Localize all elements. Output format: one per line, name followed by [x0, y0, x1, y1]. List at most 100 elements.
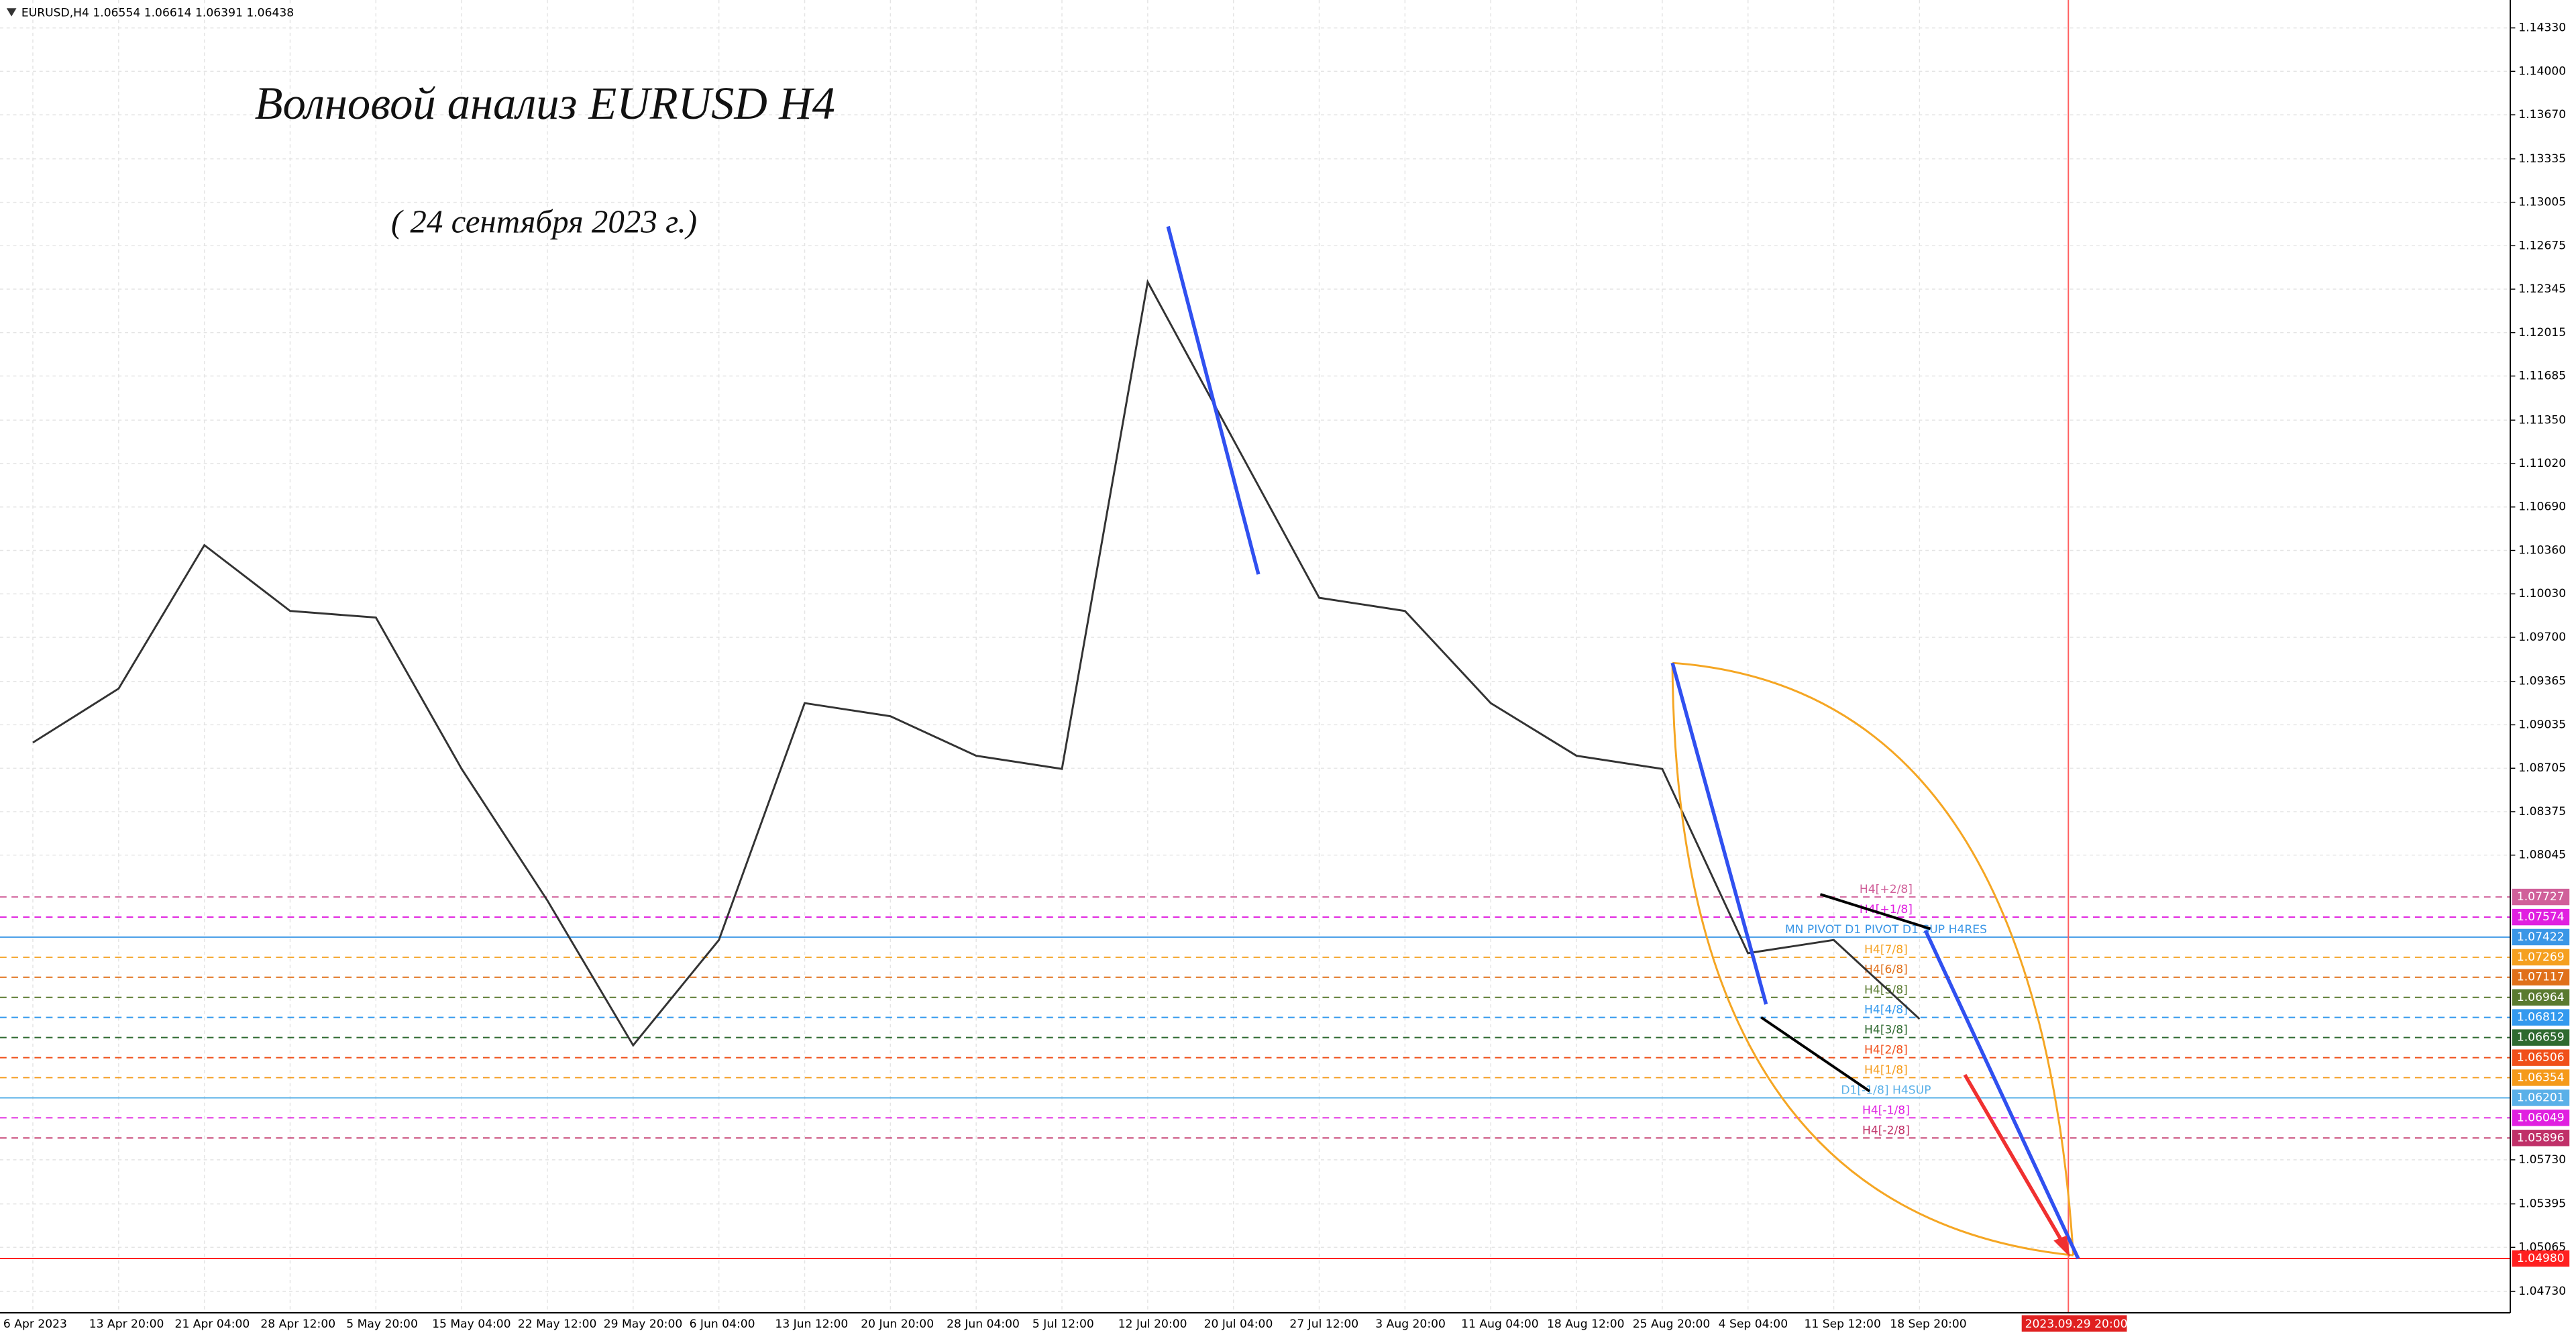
level-price-label: 1.06964: [2517, 991, 2565, 1004]
level-price-label: 1.06812: [2517, 1011, 2565, 1024]
cursor-time-box: [2021, 1315, 2127, 1332]
y-tick-label: 1.05730: [2518, 1153, 2566, 1167]
level-label: H4[4/8]: [1864, 1004, 1908, 1017]
level-price-box: [2512, 1130, 2570, 1146]
y-tick-label: 1.13335: [2518, 152, 2566, 166]
axis-labels: 1.14330 1.14000 1.13670 1.13335 1.13005 1.126…: [3, 21, 2570, 1332]
x-tick-label: 22 May 12:00: [518, 1318, 597, 1331]
y-tick-label: 1.12675: [2518, 239, 2566, 252]
level-price-label: 1.04980: [2517, 1252, 2565, 1265]
y-tick-label: 1.09700: [2518, 631, 2566, 644]
level-label: H4[5/8]: [1864, 983, 1908, 997]
trend-line: [1166, 225, 1260, 575]
y-tick-label: 1.13670: [2518, 108, 2566, 121]
level-price-box: [2512, 969, 2570, 985]
x-tick-label: 15 May 04:00: [432, 1318, 511, 1331]
y-tick-label: 1.04730: [2518, 1285, 2566, 1298]
y-tick-label: 1.05395: [2518, 1197, 2566, 1211]
y-tick-label: 1.10030: [2518, 587, 2566, 600]
y-tick-label: 1.14000: [2518, 64, 2566, 78]
level-label: H4[2/8]: [1864, 1044, 1908, 1057]
y-tick-label: 1.10690: [2518, 500, 2566, 514]
chart-title: Волновой анализ EURUSD H4: [255, 78, 835, 129]
level-price-box: [2512, 908, 2570, 926]
level-price-box: [2512, 1029, 2570, 1046]
menu-arrow[interactable]: [6, 8, 17, 17]
y-tick-label: 1.11685: [2518, 370, 2566, 383]
x-tick-label: 5 Jul 12:00: [1032, 1318, 1094, 1331]
trend-line: [1923, 929, 2080, 1260]
y-tick-label: 1.11020: [2518, 457, 2566, 470]
arc-outer: [1672, 661, 2075, 1256]
chart-subtitle: ( 24 сентября 2023 г.): [391, 203, 697, 239]
levels: H4[+2/8] H4[+1/8] MN PIVOT D1 PIVOT D1 SUP…: [0, 883, 2511, 1260]
x-tick-label: 3 Aug 20:00: [1375, 1318, 1446, 1331]
forecast-arrow: [1963, 1073, 2065, 1245]
level-label: H4[7/8]: [1864, 943, 1908, 957]
cursor-time-label: 2023.09.29 20:00: [2025, 1318, 2128, 1331]
x-tick-label: 12 Jul 20:00: [1118, 1318, 1187, 1331]
x-tick-label: 18 Aug 12:00: [1547, 1318, 1625, 1331]
arrow-head: [2053, 1235, 2070, 1257]
y-tick-label: 1.08705: [2518, 761, 2566, 775]
level-price-box: [2512, 1110, 2570, 1126]
level-label: MN PIVOT D1 PIVOT D1 SUP H4RES: [1785, 923, 1987, 936]
price-line: [32, 278, 1921, 1047]
x-tick-label: 27 Jul 12:00: [1289, 1318, 1358, 1331]
channel-line: [1760, 1016, 1871, 1093]
level-price-label: 1.06354: [2517, 1071, 2565, 1084]
level-price-box: [2512, 1250, 2570, 1267]
level-label: H4[-2/8]: [1862, 1124, 1910, 1137]
level-price-box: [2512, 888, 2570, 906]
level-price-box: [2512, 928, 2570, 946]
y-tick-label: 1.13005: [2518, 196, 2566, 209]
y-tick-label: 1.09365: [2518, 675, 2566, 688]
y-tick-label: 1.08375: [2518, 805, 2566, 818]
y-tick-label: 1.12345: [2518, 282, 2566, 296]
symbol-header: EURUSD,H4 1.06554 1.06614 1.06391 1.0643…: [21, 7, 294, 20]
level-price-label: 1.07422: [2517, 930, 2565, 944]
x-tick-label: 5 May 20:00: [346, 1318, 418, 1331]
y-tick-label: 1.14330: [2518, 21, 2566, 35]
trend-line: [1670, 662, 1768, 1005]
level-price-box: [2512, 1009, 2570, 1026]
x-tick-label: 25 Aug 20:00: [1633, 1318, 1711, 1331]
x-tick-label: 21 Apr 04:00: [175, 1318, 250, 1331]
y-tick-label: 1.12015: [2518, 326, 2566, 339]
level-price-label: 1.06049: [2517, 1111, 2565, 1124]
x-tick-label: 29 May 20:00: [604, 1318, 683, 1331]
x-tick-label: 4 Sep 04:00: [1719, 1318, 1788, 1331]
x-tick-label: 18 Sep 20:00: [1890, 1318, 1966, 1331]
level-price-label: 1.07727: [2517, 890, 2565, 904]
x-tick-label: 11 Sep 12:00: [1804, 1318, 1880, 1331]
x-tick-label: 20 Jun 20:00: [861, 1318, 934, 1331]
level-label: H4[6/8]: [1864, 963, 1908, 977]
level-label: H4[1/8]: [1864, 1063, 1908, 1077]
level-price-label: 1.05896: [2517, 1131, 2565, 1144]
level-label: H4[+1/8]: [1860, 903, 1913, 916]
level-price-label: 1.07574: [2517, 910, 2565, 924]
x-tick-label: 28 Apr 12:00: [260, 1318, 335, 1331]
level-label: D1[-1/8] H4SUP: [1841, 1083, 1931, 1097]
x-tick-label: 11 Aug 04:00: [1461, 1318, 1539, 1331]
channel-line: [1819, 893, 1931, 930]
y-tick-label: 1.09035: [2518, 718, 2566, 731]
y-tick-label: 1.08045: [2518, 849, 2566, 862]
level-price-box: [2512, 1069, 2570, 1086]
level-price-box: [2512, 949, 2570, 966]
x-tick-label: 13 Apr 20:00: [89, 1318, 164, 1331]
level-price-label: 1.06201: [2517, 1091, 2565, 1104]
level-price-box: [2512, 1089, 2570, 1106]
y-tick-label: 1.11350: [2518, 413, 2566, 427]
level-label: H4[3/8]: [1864, 1024, 1908, 1037]
grid: [0, 0, 2511, 1313]
x-tick-label: 28 Jun 04:00: [947, 1318, 1020, 1331]
y-tick-label: 1.10360: [2518, 543, 2566, 557]
x-tick-label: 6 Apr 2023: [3, 1318, 67, 1331]
level-price-label: 1.07269: [2517, 951, 2565, 964]
level-label: H4[+2/8]: [1860, 883, 1913, 896]
x-tick-label: 13 Jun 12:00: [775, 1318, 848, 1331]
